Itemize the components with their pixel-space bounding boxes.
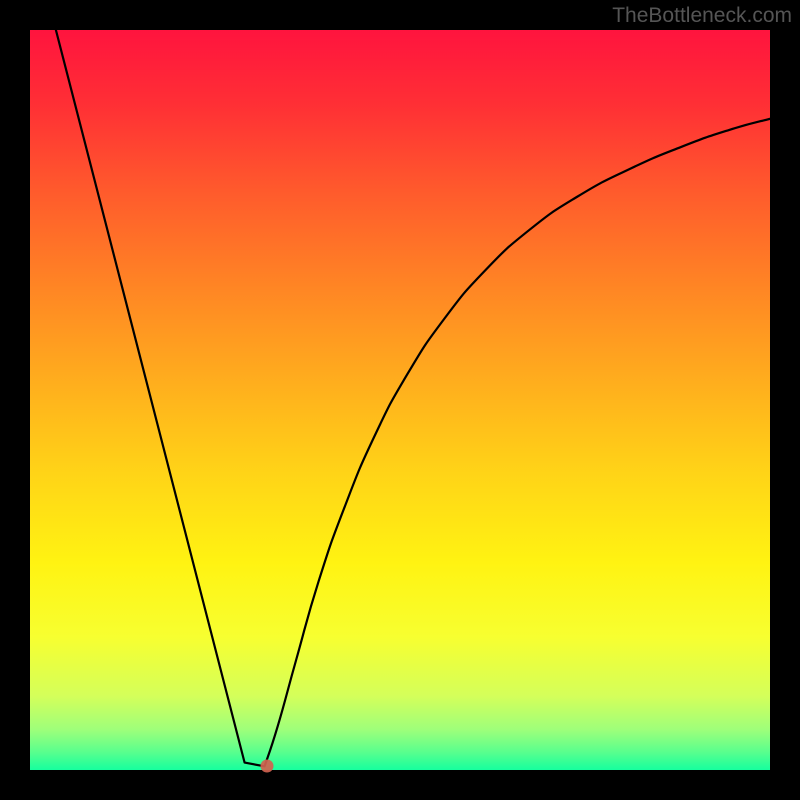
watermark-text: TheBottleneck.com <box>612 4 792 28</box>
current-config-marker <box>260 759 273 772</box>
chart-svg <box>30 30 770 770</box>
plot-area <box>30 30 770 770</box>
chart-container: TheBottleneck.com <box>0 0 800 800</box>
gradient-background <box>30 30 770 770</box>
